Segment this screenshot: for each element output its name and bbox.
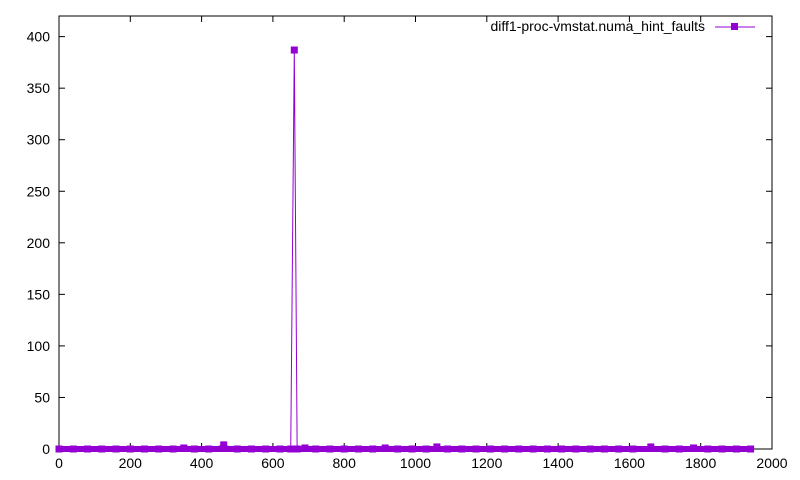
y-tick-label: 150 [27, 286, 51, 302]
data-point [262, 445, 270, 453]
data-point [312, 445, 320, 453]
data-point [615, 445, 623, 453]
data-point [190, 445, 198, 453]
y-tick-label: 350 [27, 80, 51, 96]
x-tick-label: 1200 [471, 455, 502, 471]
series-line [59, 50, 751, 450]
data-point [718, 445, 726, 453]
data-point [326, 445, 334, 453]
data-point [233, 445, 241, 453]
data-point [276, 445, 284, 453]
y-tick-label: 400 [27, 29, 51, 45]
data-point [69, 445, 77, 453]
data-point [155, 445, 163, 453]
x-tick-label: 800 [333, 455, 357, 471]
data-point [486, 445, 494, 453]
x-tick-label: 1600 [614, 455, 645, 471]
data-point [301, 444, 309, 452]
y-tick-label: 250 [27, 183, 51, 199]
data-point [543, 445, 551, 453]
x-tick-label: 600 [261, 455, 285, 471]
data-point [444, 445, 452, 453]
legend-label: diff1-proc-vmstat.numa_hint_faults [490, 18, 705, 34]
data-point [290, 46, 298, 54]
data-point [408, 445, 416, 453]
y-tick-label: 200 [27, 235, 51, 251]
data-point [458, 445, 466, 453]
data-point [690, 444, 698, 452]
data-point [558, 445, 566, 453]
data-point [126, 445, 134, 453]
data-point [381, 444, 389, 452]
data-point [340, 445, 348, 453]
y-tick-label: 100 [27, 338, 51, 354]
data-point [84, 445, 92, 453]
data-point [661, 445, 669, 453]
data-point [472, 445, 480, 453]
data-point [141, 445, 149, 453]
data-point [732, 445, 740, 453]
data-point [98, 445, 106, 453]
data-point [433, 443, 441, 451]
y-tick-label: 50 [34, 389, 50, 405]
x-tick-label: 0 [55, 455, 63, 471]
data-point [600, 445, 608, 453]
data-point [248, 445, 256, 453]
x-tick-label: 1000 [400, 455, 431, 471]
axis-ticks: 0 200 400 600 800 1000 1200 1400 1600 1800 2000 0 50… [27, 16, 788, 471]
plot-frame [58, 15, 773, 450]
y-tick-label: 300 [27, 132, 51, 148]
data-point [422, 445, 430, 453]
data-point [205, 445, 213, 453]
data-point [747, 445, 755, 453]
data-point [529, 445, 537, 453]
y-tick-label: 0 [42, 441, 50, 457]
data-point [55, 445, 63, 453]
x-tick-label: 400 [190, 455, 214, 471]
legend: diff1-proc-vmstat.numa_hint_faults [490, 18, 755, 34]
data-point [572, 445, 580, 453]
data-point [629, 445, 637, 453]
data-point [112, 445, 120, 453]
data-point [394, 445, 402, 453]
data-point [515, 445, 523, 453]
x-tick-label: 1800 [685, 455, 716, 471]
x-tick-label: 1400 [543, 455, 574, 471]
data-point [287, 445, 295, 453]
legend-marker [731, 23, 738, 30]
data-point [704, 445, 712, 453]
data-point [586, 445, 594, 453]
data-point [675, 445, 683, 453]
data-point [369, 445, 377, 453]
data-point [293, 445, 301, 453]
data-point [180, 444, 188, 452]
data-point [220, 441, 228, 449]
data-point [169, 445, 177, 453]
data-point [501, 445, 509, 453]
data-point [354, 445, 362, 453]
x-tick-label: 2000 [756, 455, 787, 471]
x-tick-label: 200 [119, 455, 143, 471]
series-layer [55, 46, 755, 453]
data-point [647, 443, 655, 451]
